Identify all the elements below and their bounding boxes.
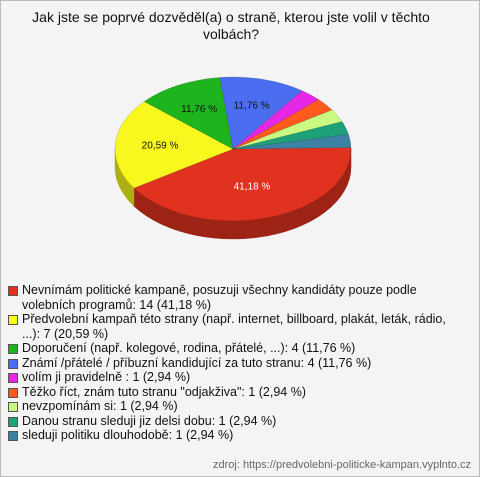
legend-label: sleduji politiku dlouhodobě: 1 (2,94 %) xyxy=(22,428,234,442)
legend-item: Předvolební kampaň této strany (např. in… xyxy=(8,312,448,341)
legend-label: Nevnímám politické kampaně, posuzuji vše… xyxy=(22,283,417,312)
legend-label: volím ji pravidelně : 1 (2,94 %) xyxy=(22,370,191,384)
slice xyxy=(232,109,343,150)
legend-item: volím ji pravidelně : 1 (2,94 %) xyxy=(8,370,448,385)
legend-item: Těžko říct, znám tuto stranu "odjakživa"… xyxy=(8,385,448,400)
value-label: 11,76 % xyxy=(234,100,270,111)
legend-item: Danou stranu sleduji jiz delsi dobu: 1 (… xyxy=(8,414,448,429)
slice xyxy=(143,77,234,150)
legend-swatch xyxy=(8,286,18,296)
legend-item: nevzpomínám si: 1 (2,94 %) xyxy=(8,399,448,414)
slice xyxy=(219,76,303,150)
legend-swatch xyxy=(8,315,18,325)
chart-title: Jak jste se poprvé dozvěděl(a) o straně,… xyxy=(32,9,430,42)
slice xyxy=(232,134,352,150)
legend: Nevnímám politické kampaně, posuzuji vše… xyxy=(8,283,448,443)
value-label: 41,18 % xyxy=(234,182,271,193)
legend-swatch xyxy=(8,373,18,383)
legend-swatch xyxy=(8,402,18,412)
slice xyxy=(114,101,234,189)
legend-swatch xyxy=(8,387,18,398)
legend-swatch xyxy=(8,344,18,354)
value-label: 11,76 % xyxy=(181,104,217,115)
legend-label: Těžko říct, znám tuto stranu "odjakživa"… xyxy=(22,384,306,399)
legend-swatch xyxy=(8,431,18,441)
pie-area: 41,18 % 20,59 % 11,76 % 11,76 % xyxy=(114,76,352,240)
slice xyxy=(232,121,349,150)
legend-label: Danou stranu sleduji jiz delsi dobu: 1 (… xyxy=(22,413,277,428)
slice xyxy=(232,99,333,150)
legend-label: nevzpomínám si: 1 (2,94 %) xyxy=(22,399,178,413)
value-label: 20,59 % xyxy=(142,140,179,151)
slice xyxy=(232,90,320,150)
legend-item: Známí /přátelé / příbuzní kandidující za… xyxy=(8,356,448,371)
legend-swatch xyxy=(8,416,18,427)
legend-label: Doporučení (např. kolegové, rodina, přát… xyxy=(22,341,356,355)
legend-item: Doporučení (např. kolegové, rodina, přát… xyxy=(8,341,448,356)
legend-item: Nevnímám politické kampaně, posuzuji vše… xyxy=(8,283,448,312)
legend-label: Známí /přátelé / příbuzní kandidující za… xyxy=(22,355,372,370)
source: zdroj: https://predvolebni-politicke-kam… xyxy=(212,459,471,471)
legend-item: sleduji politiku dlouhodobě: 1 (2,94 %) xyxy=(8,428,448,443)
legend-label: Předvolební kampaň této strany (např. in… xyxy=(22,312,446,341)
slice xyxy=(133,147,352,222)
legend-swatch xyxy=(8,358,18,369)
